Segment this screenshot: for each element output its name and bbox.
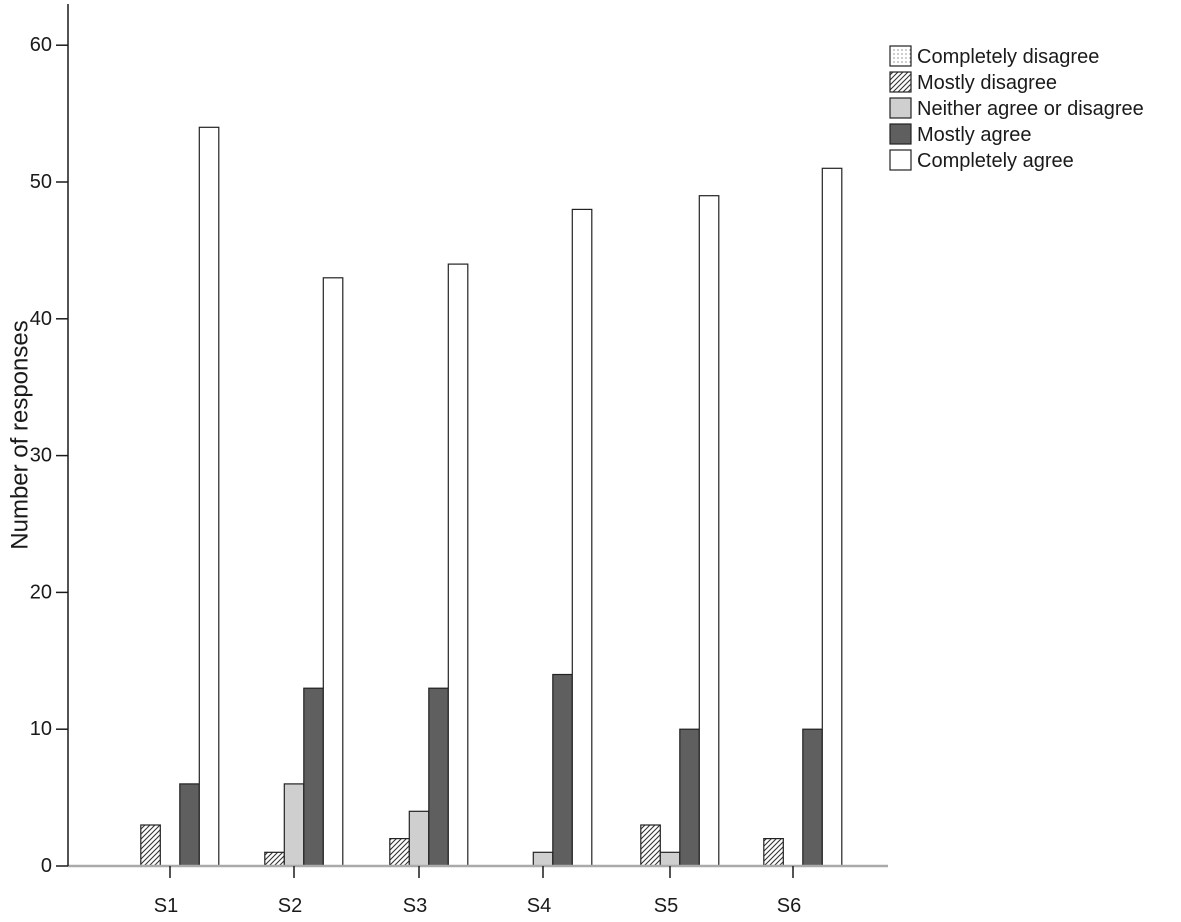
legend-swatch-completely-disagree <box>889 45 912 67</box>
legend: Completely disagree Mostly disagree Neithe… <box>889 45 1144 172</box>
x-tick-label-s5: S5 <box>654 895 678 917</box>
bar-mostly-disagree-s2 <box>264 851 285 867</box>
bar-mostly-agree-s3 <box>428 687 449 867</box>
bar-mostly-agree-s2 <box>303 687 324 867</box>
x-axis-ticks: S1 S2 S3 S4 S5 S6 <box>154 866 801 917</box>
y-tick-label: 10 <box>30 718 52 740</box>
legend-swatch-mostly-disagree <box>889 71 912 93</box>
bar-mostly-disagree-s3 <box>389 837 410 867</box>
bar-completely-agree-s4 <box>571 208 593 867</box>
legend-swatch-neither-agree-or-disagree <box>889 97 912 119</box>
y-tick-label: 50 <box>30 171 52 193</box>
legend-label-completely-agree: Completely agree <box>917 150 1074 172</box>
x-tick-label-s2: S2 <box>278 895 302 917</box>
x-tick-label-s3: S3 <box>403 895 427 917</box>
bar-mostly-agree-s4 <box>552 673 573 867</box>
bars-layer <box>140 126 843 867</box>
y-axis-ticks: 0 10 20 30 40 50 60 <box>30 34 68 877</box>
y-tick-label: 60 <box>30 34 52 56</box>
bar-completely-agree-s3 <box>447 263 469 867</box>
bar-mostly-disagree-s6 <box>763 837 784 867</box>
y-tick-label: 0 <box>41 855 52 877</box>
legend-label-mostly-agree: Mostly agree <box>917 124 1032 146</box>
x-tick-label-s4: S4 <box>527 895 551 917</box>
legend-label-neither-agree-or-disagree: Neither agree or disagree <box>917 98 1144 120</box>
y-tick-label: 20 <box>30 581 52 603</box>
bar-neither-agree-or-disagree-s2 <box>283 783 305 867</box>
bar-completely-agree-s2 <box>322 277 344 867</box>
bar-mostly-agree-s5 <box>679 728 700 867</box>
bar-neither-agree-or-disagree-s4 <box>532 851 554 867</box>
bar-mostly-agree-s6 <box>802 728 823 867</box>
legend-swatch-completely-agree <box>889 149 912 171</box>
bar-neither-agree-or-disagree-s5 <box>659 851 681 867</box>
x-tick-label-s6: S6 <box>777 895 801 917</box>
bar-completely-agree-s1 <box>198 126 220 867</box>
bar-mostly-disagree-s1 <box>140 824 161 867</box>
y-tick-label: 40 <box>30 308 52 330</box>
legend-label-mostly-disagree: Mostly disagree <box>917 72 1057 94</box>
legend-swatch-mostly-agree <box>889 123 912 145</box>
bar-completely-agree-s6 <box>821 167 843 867</box>
x-tick-label-s1: S1 <box>154 895 178 917</box>
y-axis-title: Number of responses <box>6 320 33 549</box>
legend-label-completely-disagree: Completely disagree <box>917 46 1099 68</box>
bar-completely-agree-s5 <box>698 195 720 867</box>
bar-neither-agree-or-disagree-s3 <box>408 810 430 867</box>
bar-mostly-agree-s1 <box>179 783 200 867</box>
bar-mostly-disagree-s5 <box>640 824 661 867</box>
y-tick-label: 30 <box>30 445 52 467</box>
